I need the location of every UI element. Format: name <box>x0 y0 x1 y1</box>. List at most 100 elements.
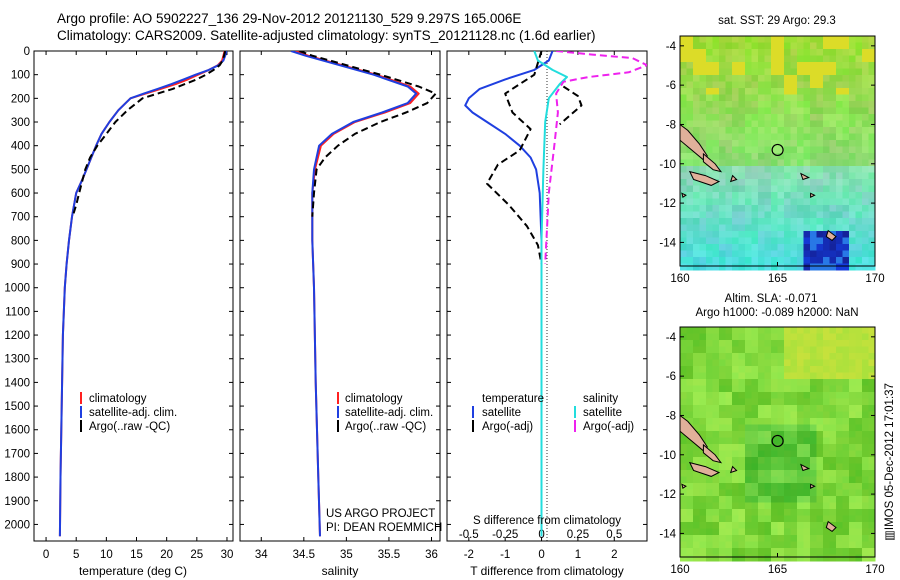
legend-label-climatology: climatology <box>345 393 403 405</box>
y-tick-label: 200 <box>11 93 30 105</box>
temperature-legend: climatology satellite-adj. clim. Argo(..… <box>80 392 177 433</box>
lat-tick-label: -4 <box>666 41 677 53</box>
legend-label-satellite: satellite-adj. clim. <box>89 407 177 419</box>
legend-label-temp-satellite: satellite <box>482 407 521 419</box>
x-tick-label: 35 <box>340 549 353 561</box>
legend-header-salinity: salinity <box>583 393 618 405</box>
salinity-x-label: salinity <box>322 564 359 578</box>
argo-position-marker <box>771 434 784 448</box>
salinity-legend: climatology satellite-adj. clim. Argo(..… <box>337 392 433 433</box>
lat-tick-label: -4 <box>666 332 677 344</box>
legend-label-argo: Argo(..raw -QC) <box>89 421 170 433</box>
s-axis-tick-label: -0.25 <box>492 529 518 541</box>
difference-plot-frame <box>446 50 648 542</box>
s-axis-tick-label: 0.5 <box>606 529 622 541</box>
x-tick-label: 0 <box>43 549 49 561</box>
y-tick-label: 1700 <box>4 448 30 460</box>
lat-tick-label: -6 <box>666 80 676 92</box>
x-tick-label: 1 <box>575 549 581 561</box>
y-tick-label: 1900 <box>4 496 30 508</box>
y-tick-label: 1800 <box>4 472 30 484</box>
difference-panel: -2 -1 0 1 2-0.5 -0.25 0 0.25 0.5 S difference fr… <box>446 50 648 578</box>
series-line <box>559 85 583 126</box>
legend-header-temperature: temperature <box>482 393 544 405</box>
sla-map-title-line-2: Argo h1000: -0.089 h2000: NaN <box>695 307 858 319</box>
map-raster <box>680 36 876 271</box>
series-line <box>71 51 227 217</box>
y-tick-label: 2000 <box>4 519 30 531</box>
y-tick-label: 1200 <box>4 330 30 342</box>
x-tick-label: 36 <box>425 549 438 561</box>
lat-tick-label: -10 <box>659 450 676 462</box>
y-tick-label: 1300 <box>4 354 30 366</box>
figure-title-line-1: Argo profile: AO 5902227_136 29-Nov-2012… <box>57 11 522 26</box>
x-tick-label: -1 <box>500 549 510 561</box>
x-tick-label: 30 <box>221 549 234 561</box>
x-tick-label: 10 <box>100 549 113 561</box>
x-tick-label: 34.5 <box>293 549 315 561</box>
legend-label-sal-satellite: satellite <box>583 407 622 419</box>
legend-label-satellite: satellite-adj. clim. <box>345 407 433 419</box>
difference-x-axis: -2 -1 0 1 2-0.5 -0.25 0 0.25 0.5 <box>459 51 622 561</box>
y-tick-label: 900 <box>11 259 30 271</box>
s-axis-tick-label: -0.5 <box>459 529 479 541</box>
legend-label-climatology: climatology <box>89 393 147 405</box>
series-line <box>533 51 568 537</box>
x-tick-label: 25 <box>190 549 203 561</box>
lon-tick-label: 160 <box>670 273 689 285</box>
sst-map: 160 165 170 -4 -6 -8 -10 -12 -14 <box>659 35 885 285</box>
series-line <box>486 51 543 265</box>
lon-tick-label: 170 <box>865 564 884 576</box>
map-raster <box>680 327 876 562</box>
y-tick-label: 300 <box>11 117 30 129</box>
s-axis-tick-label: 0.25 <box>567 529 589 541</box>
y-tick-label: 500 <box>11 164 30 176</box>
lat-tick-label: -6 <box>666 371 676 383</box>
island-shapes <box>679 414 837 533</box>
x-tick-label: 5 <box>73 549 79 561</box>
sla-map-title-line-1: Altim. SLA: -0.071 <box>725 293 818 305</box>
s-difference-label: S difference from climatology <box>473 515 621 527</box>
pi-label: PI: DEAN ROEMMICH <box>326 522 442 534</box>
sst-map-title: sat. SST: 29 Argo: 29.3 <box>718 15 836 27</box>
y-tick-label: 400 <box>11 141 30 153</box>
y-tick-label: 1400 <box>4 377 30 389</box>
lat-tick-label: -12 <box>659 489 676 501</box>
difference-legend: temperature salinity satellite Argo(-adj… <box>472 393 634 433</box>
legend-label-sal-argo: Argo(-adj) <box>583 421 634 433</box>
lon-tick-label: 165 <box>768 273 787 285</box>
lat-tick-label: -14 <box>659 528 676 540</box>
x-tick-label: 35.5 <box>378 549 400 561</box>
figure-title-line-2: Climatology: CARS2009. Satellite-adjuste… <box>57 28 596 43</box>
sla-map: 160 165 170 -4 -6 -8 -10 -12 -14 <box>659 326 885 576</box>
lat-tick-label: -8 <box>666 410 676 422</box>
x-tick-label: 15 <box>130 549 143 561</box>
temperature-x-label: temperature (deg C) <box>79 564 187 578</box>
x-tick-label: 0 <box>538 549 544 561</box>
series-line <box>290 51 418 537</box>
series-line <box>299 51 437 217</box>
lon-tick-label: 170 <box>865 273 884 285</box>
island-shapes <box>679 123 837 242</box>
temperature-x-axis: 0 5 10 15 20 25 30 <box>43 51 234 561</box>
series-line <box>464 51 554 537</box>
x-tick-label: 20 <box>160 549 173 561</box>
salinity-x-axis: 34 34.5 35 35.5 36 <box>255 51 438 561</box>
legend-label-temp-argo: Argo(-adj) <box>482 421 533 433</box>
t-difference-label: T difference from climatology <box>470 564 624 578</box>
lat-tick-label: -14 <box>659 237 676 249</box>
y-tick-label: 1600 <box>4 425 30 437</box>
lon-tick-label: 160 <box>670 564 689 576</box>
y-tick-label: 600 <box>11 188 30 200</box>
lon-tick-label: 165 <box>768 564 787 576</box>
x-tick-label: 34 <box>255 549 268 561</box>
y-tick-label: 0 <box>24 46 30 58</box>
imos-timestamp: ▥IMOS 05-Dec-2012 17:01:37 <box>884 383 896 541</box>
temperature-plot-frame <box>33 50 234 542</box>
y-tick-label: 1000 <box>4 283 30 295</box>
x-tick-label: -2 <box>464 549 474 561</box>
argo-position-marker <box>771 143 784 157</box>
depth-axis: 0 100 200 300 400 500 600 700 800 900 1000 1100 1200… <box>4 46 233 531</box>
y-tick-label: 700 <box>11 212 30 224</box>
